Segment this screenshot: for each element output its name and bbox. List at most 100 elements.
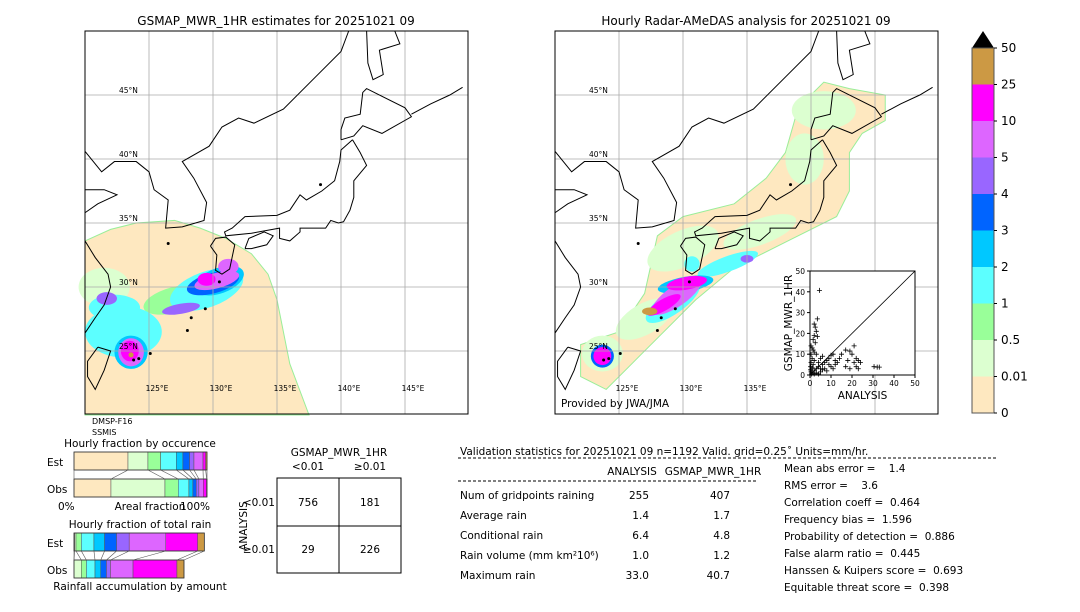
occ-obs-label: Obs <box>47 484 67 496</box>
stats-row-label: Rain volume (mm km²10⁶) <box>460 550 599 562</box>
fraction-segment <box>128 532 167 552</box>
scatter-point <box>815 371 821 377</box>
scatter-point <box>808 343 814 349</box>
stats-row-gsmap: 4.8 <box>713 530 730 542</box>
scatter-point <box>871 364 877 370</box>
scatter-point <box>845 357 851 363</box>
fraction-segment <box>189 451 195 471</box>
fraction-segment <box>203 478 207 498</box>
lat-label: 35°N <box>119 214 138 223</box>
contingency-row-lt: <0.01 <box>243 497 275 509</box>
scatter-point <box>853 364 859 370</box>
occ-est-label: Est <box>47 457 63 469</box>
fraction-segment <box>100 559 107 579</box>
fraction-segment <box>160 451 177 471</box>
stats-row-gsmap: 407 <box>710 490 730 502</box>
stats-scores: Mean abs error = 1.4 RMS error = 3.6 Corre… <box>784 463 963 594</box>
scatter-point <box>834 360 840 366</box>
scatter-ylabel: GSMAP_MWR_1HR <box>783 275 795 371</box>
stats-row-analysis: 6.4 <box>632 530 649 542</box>
colorbar-bin <box>972 194 994 231</box>
colorbar-bin <box>972 340 994 377</box>
fraction-segment <box>94 559 101 579</box>
scatter-point <box>810 337 816 343</box>
lon-label: 130°E <box>210 384 233 393</box>
fraction-segment <box>197 532 205 552</box>
lon-label: 140°E <box>338 384 361 393</box>
scatter-point <box>811 332 817 338</box>
colorbar-tick: 0 <box>1001 406 1009 420</box>
fraction-segment <box>193 451 204 471</box>
stats-score: Mean abs error = 1.4 <box>784 463 906 475</box>
colorbar-bin <box>972 230 994 267</box>
lat-label: 45°N <box>119 86 138 95</box>
fraction-segment <box>93 532 105 552</box>
coastlines <box>84 30 463 391</box>
scatter-point <box>811 349 817 355</box>
colorbar-bin <box>972 376 994 413</box>
left-map-title: GSMAP_MWR_1HR estimates for 20251021 09 <box>137 14 414 28</box>
provider-credit: Provided by JWA/JMA <box>561 398 670 410</box>
scatter-xlabel: ANALYSIS <box>838 390 888 402</box>
fraction-segment <box>132 559 178 579</box>
fraction-segment <box>104 532 117 552</box>
precip-cell <box>197 272 216 286</box>
contingency-row-ge: ≥0.01 <box>243 544 275 556</box>
occ-tick-0: 0% <box>58 501 75 513</box>
scatter-point <box>809 355 815 361</box>
fraction-segment <box>147 451 161 471</box>
scatter-point <box>847 366 853 372</box>
lat-label: 45°N <box>589 86 608 95</box>
scatter-point <box>811 357 817 363</box>
scatter-point <box>830 351 836 357</box>
scatter-ytick: 10 <box>795 350 805 359</box>
stats-score: RMS error = 3.6 <box>784 480 878 492</box>
contingency-col-lt: <0.01 <box>292 461 324 473</box>
colorbar-tick: 5 <box>1001 151 1009 165</box>
scatter-point <box>849 351 855 357</box>
precip-cell <box>684 256 700 272</box>
scatter-xtick: 30 <box>868 379 878 388</box>
precip-cell <box>162 302 200 315</box>
scatter-point <box>847 348 853 354</box>
stats-score: Hanssen & Kuipers score = 0.693 <box>784 565 963 577</box>
scatter-point <box>836 355 842 361</box>
rainfrac-title: Hourly fraction of total rain <box>69 519 212 531</box>
scatter-point <box>818 355 823 361</box>
scatter-point <box>820 367 826 373</box>
contingency-row-axis: ANALYSIS <box>238 501 250 551</box>
lat-label: 30°N <box>589 278 608 287</box>
stats-row: Average rain 1.4 1.7 <box>460 510 730 522</box>
scatter-point <box>826 355 832 361</box>
scatter-point <box>855 357 861 363</box>
lat-label: 30°N <box>119 278 138 287</box>
rain-obs-label: Obs <box>47 565 67 577</box>
fraction-segment <box>81 532 95 552</box>
scatter-point <box>818 366 823 372</box>
stats-row-analysis: 255 <box>629 490 649 502</box>
fraction-segment <box>164 478 179 498</box>
colorbar-tick: 1 <box>1001 297 1009 311</box>
colorbar-bin <box>972 157 994 194</box>
colorbar-bin <box>972 48 994 85</box>
fraction-segment <box>176 559 185 579</box>
fraction-segment <box>116 532 130 552</box>
scatter-point <box>810 347 816 353</box>
scatter-ytick: 50 <box>795 267 805 276</box>
colorbar-bin <box>972 84 994 121</box>
fraction-segment <box>73 451 129 471</box>
scatter-point <box>808 360 814 366</box>
scatter-point <box>814 316 820 322</box>
lon-label: 145°E <box>402 384 425 393</box>
scatter-inset: 0 10 20 30 40 50 0 10 20 30 40 50 ANALYSIS GSMAP_MWR_… <box>783 267 920 402</box>
precip-cell <box>128 352 134 358</box>
stats-row-label: Conditional rain <box>460 530 543 542</box>
scatter-point <box>826 362 832 368</box>
fraction-segment <box>73 478 112 498</box>
colorbar-tick: 50 <box>1001 41 1016 55</box>
scatter-point <box>820 362 826 368</box>
rainfrac-xlabel: Rainfall accumulation by amount <box>53 581 226 593</box>
stats-row-gsmap: 1.7 <box>713 510 730 522</box>
contingency-col-ge: ≥0.01 <box>354 461 386 473</box>
